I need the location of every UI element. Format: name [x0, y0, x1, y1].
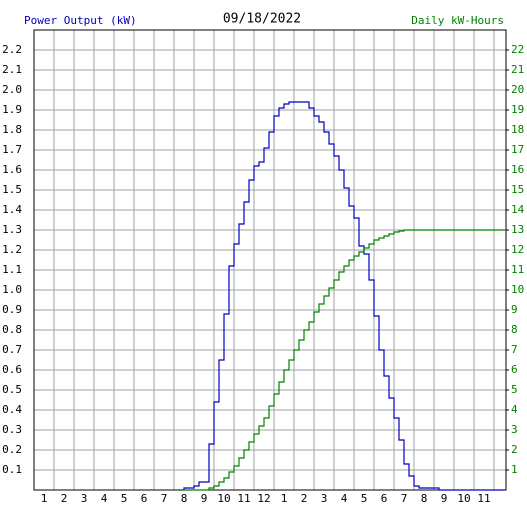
x-tick-label: 3 [81, 492, 88, 505]
y-tick-label: 0.5 [2, 383, 22, 396]
y2-tick-label: 4 [511, 403, 518, 416]
y2-tick-label: 18 [511, 123, 524, 136]
y2-tick-label: 10 [511, 283, 524, 296]
y2-tick-label: 5 [511, 383, 518, 396]
x-tick-label: 6 [381, 492, 388, 505]
y-tick-label: 1.3 [2, 223, 22, 236]
y-tick-label: 1.0 [2, 283, 22, 296]
series-line [179, 229, 506, 491]
x-tick-label: 8 [181, 492, 188, 505]
y-tick-label: 0.7 [2, 343, 22, 356]
y2-tick-label: 9 [511, 303, 518, 316]
y2-tick-label: 22 [511, 43, 524, 56]
y2-tick-label: 15 [511, 183, 524, 196]
y2-tick-label: 13 [511, 223, 524, 236]
x-tick-label: 5 [361, 492, 368, 505]
x-tick-label: 4 [101, 492, 108, 505]
y-tick-label: 0.8 [2, 323, 22, 336]
y2-tick-label: 8 [511, 323, 518, 336]
x-tick-label: 4 [341, 492, 348, 505]
y2-tick-label: 14 [511, 203, 525, 216]
y2-tick-label: 11 [511, 263, 524, 276]
y2-tick-label: 12 [511, 243, 524, 256]
y-tick-label: 0.3 [2, 423, 22, 436]
series-line [179, 101, 506, 491]
x-tick-label: 11 [237, 492, 250, 505]
y2-tick-label: 19 [511, 103, 524, 116]
chart-title: 09/18/2022 [223, 12, 301, 27]
x-tick-label: 10 [217, 492, 230, 505]
x-tick-label: 11 [477, 492, 490, 505]
y2-tick-label: 6 [511, 363, 518, 376]
y2-tick-label: 1 [511, 463, 518, 476]
y-tick-label: 2.1 [2, 63, 22, 76]
y2-tick-label: 21 [511, 63, 524, 76]
x-tick-label: 6 [141, 492, 148, 505]
y-tick-label: 1.8 [2, 123, 22, 136]
y-tick-label: 0.4 [2, 403, 22, 416]
x-tick-label: 12 [257, 492, 270, 505]
x-tick-label: 2 [301, 492, 308, 505]
y2-tick-label: 17 [511, 143, 524, 156]
y-tick-label: 1.1 [2, 263, 22, 276]
x-tick-label: 5 [121, 492, 128, 505]
y2-tick-label: 20 [511, 83, 524, 96]
x-tick-label: 9 [201, 492, 208, 505]
y-tick-label: 0.1 [2, 463, 22, 476]
x-tick-label: 7 [401, 492, 408, 505]
x-tick-label: 3 [321, 492, 328, 505]
y-tick-label: 1.5 [2, 183, 22, 196]
x-tick-label: 9 [441, 492, 448, 505]
x-tick-label: 8 [421, 492, 428, 505]
y-tick-label: 0.2 [2, 443, 22, 456]
x-tick-label: 1 [41, 492, 48, 505]
y-axis-label: Power Output (kW) [24, 14, 137, 27]
y-tick-label: 1.2 [2, 243, 22, 256]
y-tick-label: 0.6 [2, 363, 22, 376]
x-tick-label: 1 [281, 492, 288, 505]
y-tick-label: 0.9 [2, 303, 22, 316]
x-tick-label: 10 [457, 492, 470, 505]
y-tick-label: 2.0 [2, 83, 22, 96]
plot-border [33, 29, 507, 491]
y-tick-label: 1.9 [2, 103, 22, 116]
y2-tick-label: 16 [511, 163, 524, 176]
y-tick-label: 1.7 [2, 143, 22, 156]
y2-axis-label: Daily kW-Hours [411, 14, 504, 27]
x-tick-label: 2 [61, 492, 68, 505]
y-tick-label: 1.6 [2, 163, 22, 176]
y2-tick-label: 2 [511, 443, 518, 456]
y-tick-label: 2.2 [2, 43, 22, 56]
x-tick-label: 7 [161, 492, 168, 505]
y2-tick-label: 3 [511, 423, 518, 436]
y-tick-label: 1.4 [2, 203, 22, 216]
y2-tick-label: 7 [511, 343, 518, 356]
